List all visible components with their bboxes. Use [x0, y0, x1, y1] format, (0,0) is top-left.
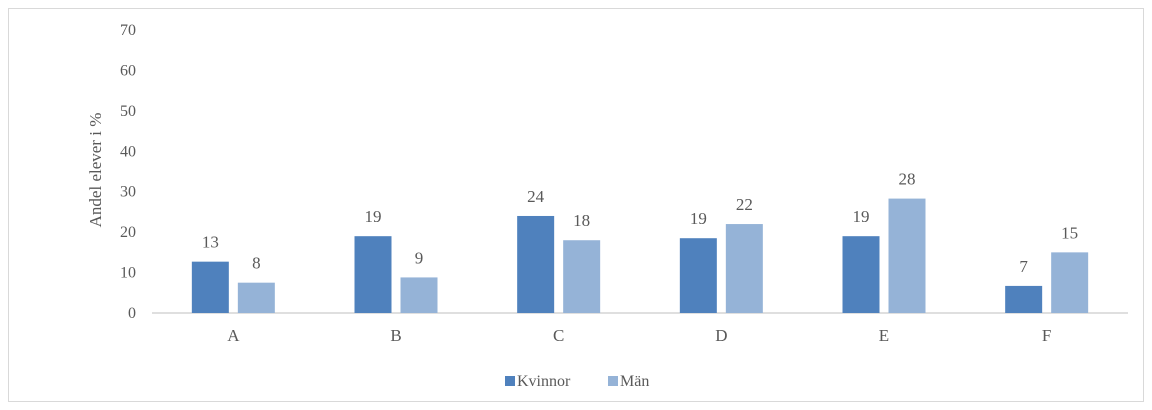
data-label: 18 — [573, 211, 590, 230]
y-tick-label: 50 — [120, 103, 136, 120]
bar-kvinnor-f — [1005, 285, 1043, 313]
bars — [191, 198, 1089, 313]
legend-swatch — [505, 376, 515, 386]
bar-man-a — [237, 282, 275, 313]
x-tick-label: D — [715, 326, 727, 345]
legend-label: Kvinnor — [517, 373, 571, 390]
data-label: 19 — [365, 207, 382, 226]
y-tick-label: 20 — [120, 224, 136, 241]
bar-man-d — [725, 224, 763, 313]
y-axis-label: Andel elever i % — [86, 113, 105, 228]
bar-man-b — [400, 277, 438, 313]
data-label: 13 — [202, 233, 219, 252]
legend-swatch — [608, 376, 618, 386]
y-tick-label: 0 — [128, 305, 136, 322]
legend-label: Män — [620, 373, 649, 390]
y-tick-label: 40 — [120, 143, 136, 160]
legend: Kvinnor Män — [505, 373, 649, 390]
y-tick-label: 10 — [120, 265, 136, 282]
x-axis-ticks: A B C D E F — [227, 326, 1051, 345]
data-label: 8 — [252, 254, 261, 273]
bar-kvinnor-c — [517, 215, 555, 313]
bar-kvinnor-e — [842, 236, 880, 313]
y-tick-label: 30 — [120, 184, 136, 201]
data-label: 15 — [1061, 223, 1078, 242]
data-label: 28 — [899, 170, 916, 189]
data-labels: 13 8 19 9 24 18 19 22 19 28 7 15 — [202, 170, 1078, 276]
x-tick-label: F — [1042, 326, 1051, 345]
x-tick-label: B — [390, 326, 401, 345]
data-label: 19 — [853, 207, 870, 226]
data-label: 9 — [415, 248, 424, 267]
bar-kvinnor-a — [191, 261, 229, 313]
data-label: 7 — [1019, 257, 1028, 276]
x-tick-label: C — [553, 326, 564, 345]
bar-kvinnor-d — [679, 238, 717, 313]
y-tick-label: 60 — [120, 62, 136, 79]
bar-kvinnor-b — [354, 236, 392, 313]
y-tick-label: 70 — [120, 22, 136, 39]
data-label: 19 — [690, 209, 707, 228]
bar-man-f — [1051, 252, 1089, 313]
data-label: 24 — [527, 187, 545, 206]
bar-man-e — [888, 198, 926, 313]
x-tick-label: E — [879, 326, 889, 345]
data-label: 22 — [736, 195, 753, 214]
chart-frame — [8, 8, 1144, 402]
y-axis-ticks: 0 10 20 30 40 50 60 70 — [120, 22, 136, 322]
x-tick-label: A — [227, 326, 240, 345]
bar-man-c — [563, 240, 601, 313]
